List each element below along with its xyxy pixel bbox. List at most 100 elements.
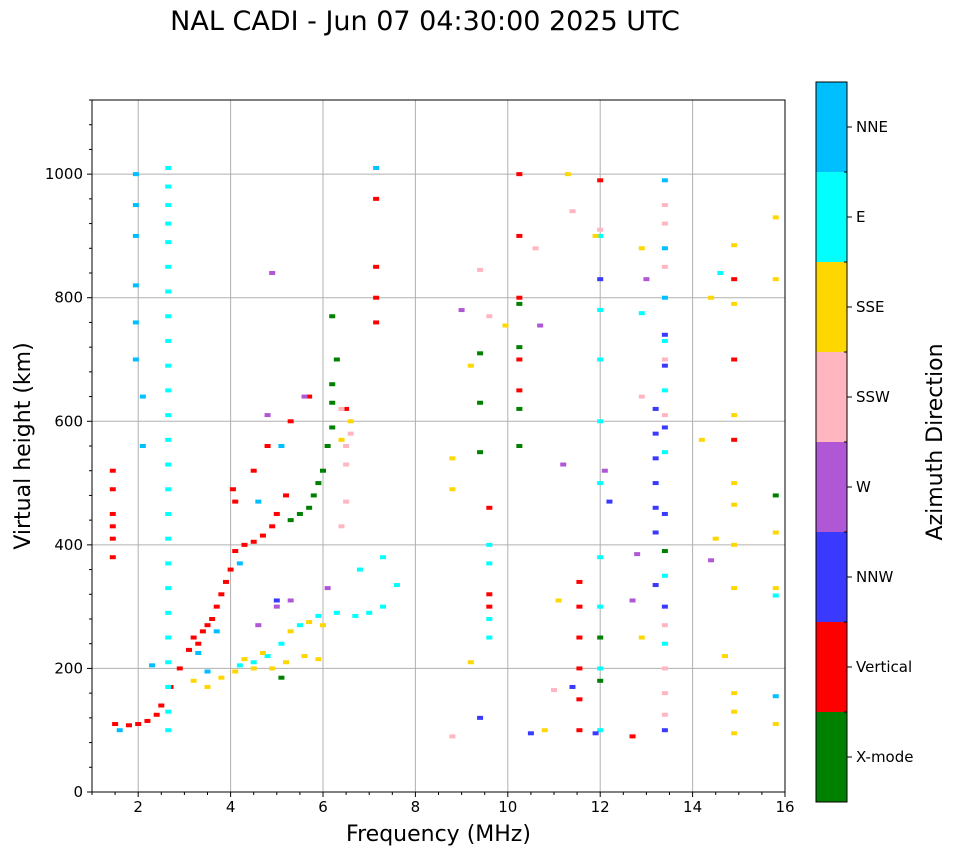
point-ssw-17 [661,413,668,418]
point-ssw-7 [486,314,493,319]
point-vertical-2 [109,511,116,516]
x-tick-label-6: 14 [683,798,702,816]
point-x-mode-19 [516,444,523,448]
point-ssw-0 [343,444,350,448]
point-vertical-49 [516,388,523,393]
point-w-6 [264,413,271,418]
point-sse-14 [338,437,345,442]
point-sse-39 [731,709,738,714]
point-sse-45 [772,722,779,727]
point-x-mode-16 [516,301,523,306]
point-nne-18 [661,246,668,251]
x-axis-label: Frequency (MHz) [346,822,531,847]
point-nne-7 [139,444,146,448]
point-vertical-33 [250,468,257,473]
point-e-48 [597,604,604,609]
point-ssw-16 [661,357,668,362]
point-ssw-15 [661,264,668,269]
point-e-21 [165,660,172,665]
point-sse-28 [698,437,705,442]
point-sse-40 [731,731,738,736]
point-sse-41 [772,215,779,220]
point-sse-1 [204,684,211,689]
axis-ticks: 2 4 6 8 10 12 14 16 0 200 400 600 800 1000 [45,99,795,816]
colorbar-label-nnw: NNW [856,568,893,586]
colorbar-label-x-mode: X-mode [856,748,913,766]
point-vertical-41 [373,320,380,325]
point-x-mode-2 [306,505,313,510]
point-nne-8 [116,728,123,733]
point-vertical-19 [209,617,216,621]
colorbar-swatch-e [816,172,847,262]
point-e-55 [661,573,668,578]
point-x-mode-15 [477,450,484,455]
point-x-mode-7 [329,425,336,430]
point-nnw-2 [527,731,534,736]
point-x-mode-12 [278,675,285,680]
point-nnw-18 [606,499,613,504]
point-e-47 [597,555,604,560]
point-e-30 [315,613,322,618]
point-e-6 [165,289,172,294]
point-e-27 [264,654,271,659]
colorbar-swatch-sse [816,262,847,352]
point-sse-16 [467,363,474,368]
point-x-mode-9 [329,382,336,387]
point-vertical-13 [176,666,183,671]
point-vertical-29 [273,511,280,516]
point-sse-10 [259,650,266,655]
point-vertical-59 [731,437,738,442]
point-e-26 [250,660,257,665]
point-w-12 [643,277,650,282]
point-e-36 [356,567,363,572]
point-sse-15 [347,419,354,424]
point-vertical-47 [516,295,523,300]
point-nnw-4 [592,731,599,736]
colorbar-label-vertical: Vertical [856,658,912,676]
point-e-31 [333,610,340,615]
point-sse-7 [301,654,308,659]
point-sse-5 [269,666,276,671]
point-sse-9 [241,657,248,662]
point-e-20 [165,635,172,640]
point-sse-38 [731,691,738,696]
point-nne-0 [132,172,139,177]
point-w-9 [601,468,608,473]
point-e-28 [278,641,285,646]
y-tick-label-0: 0 [73,783,83,801]
point-w-8 [560,462,567,467]
y-tick-label-5: 1000 [45,165,83,183]
point-ssw-22 [449,734,456,739]
point-ssw-13 [661,203,668,208]
point-w-5 [301,394,308,399]
point-e-17 [165,561,172,566]
point-x-mode-4 [315,481,322,486]
point-vertical-37 [343,406,350,411]
point-vertical-48 [516,357,523,362]
y-axis-label: Virtual height (km) [11,342,36,549]
point-e-51 [638,311,645,316]
point-vertical-21 [218,592,225,597]
point-vertical-51 [576,604,583,609]
x-tick-label-4: 10 [498,798,517,816]
point-e-9 [165,363,172,368]
point-sse-44 [772,586,779,591]
point-w-11 [634,552,641,557]
point-w-13 [708,558,715,563]
point-ssw-21 [661,712,668,717]
data-points [109,165,779,739]
colorbar-label-ssw: SSW [856,388,890,406]
point-vertical-34 [264,444,271,448]
point-e-2 [165,203,172,208]
point-vertical-31 [229,487,236,492]
point-sse-42 [772,277,779,282]
colorbar-label-e: E [856,208,865,226]
colorbar-swatch-x-mode [816,712,847,802]
point-e-0 [165,165,172,170]
point-vertical-44 [486,604,493,609]
point-e-3 [165,221,172,226]
point-sse-25 [638,246,645,251]
point-sse-32 [731,301,738,306]
point-vertical-42 [486,505,493,510]
x-tick-label-3: 8 [411,798,421,816]
